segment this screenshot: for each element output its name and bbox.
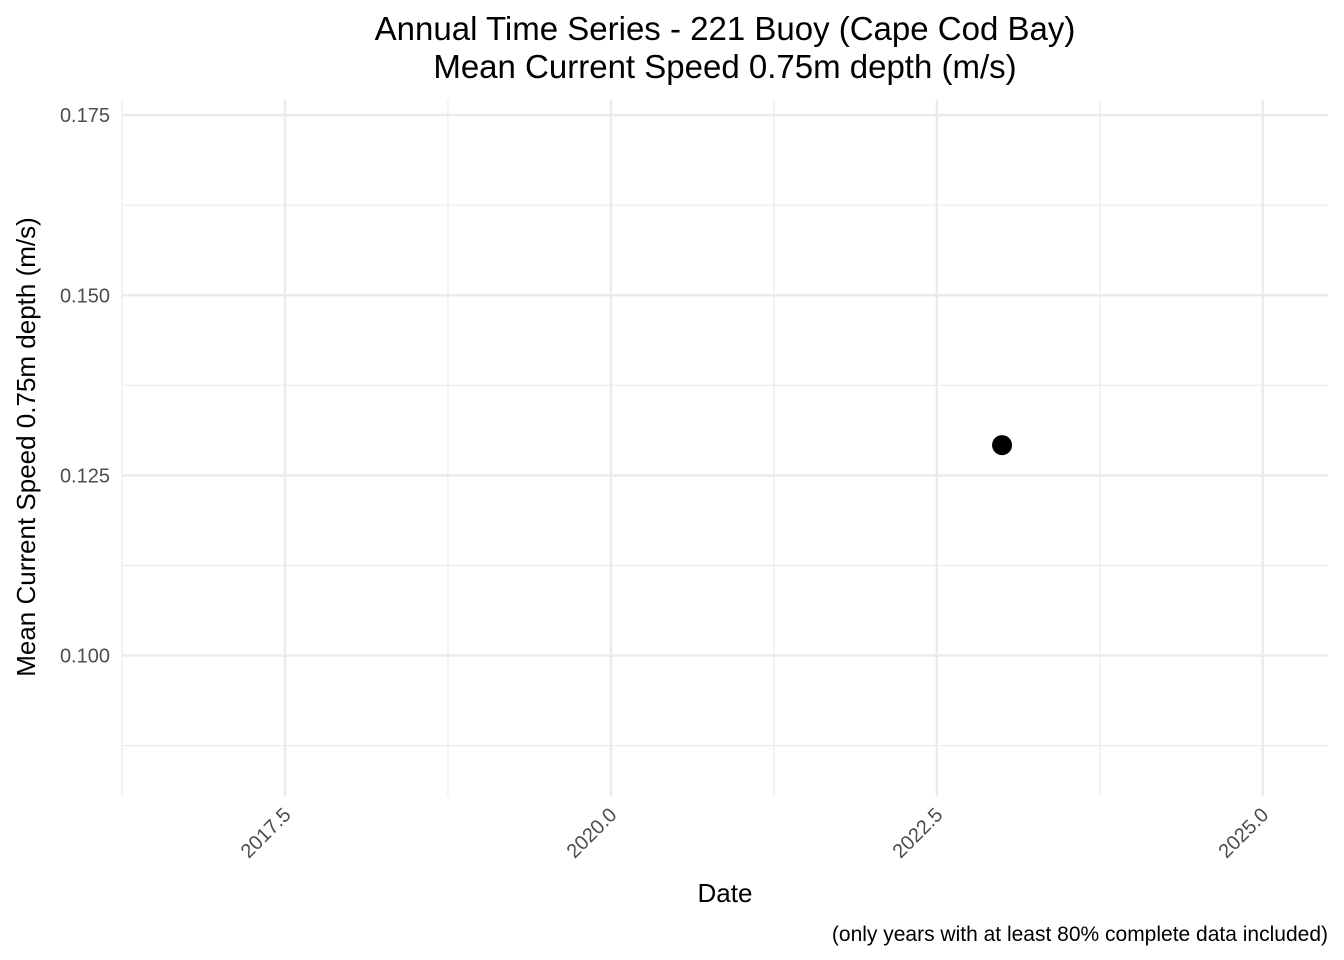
chart-subtitle: Mean Current Speed 0.75m depth (m/s) — [433, 48, 1016, 85]
y-axis-title: Mean Current Speed 0.75m depth (m/s) — [11, 217, 41, 677]
x-tick-label: 2020.0 — [563, 804, 622, 863]
x-tick-label: 2022.5 — [889, 804, 948, 863]
data-points — [992, 435, 1013, 456]
y-tick-label: 0.125 — [60, 465, 110, 487]
chart-title: Annual Time Series - 221 Buoy (Cape Cod … — [375, 10, 1076, 47]
data-point — [992, 435, 1013, 456]
x-axis-title: Date — [698, 878, 753, 908]
y-tick-label: 0.150 — [60, 285, 110, 307]
y-tick-label: 0.100 — [60, 646, 110, 668]
grid — [121, 100, 1328, 796]
x-tick-label: 2025.0 — [1215, 804, 1274, 863]
y-tick-label: 0.175 — [60, 105, 110, 127]
x-tick-label: 2017.5 — [237, 804, 296, 863]
chart-caption: (only years with at least 80% complete d… — [832, 923, 1328, 946]
x-axis-ticks: 2017.5 2020.0 2022.5 2025.0 — [237, 804, 1274, 863]
y-axis-ticks: 0.100 0.125 0.150 0.175 — [60, 105, 110, 667]
